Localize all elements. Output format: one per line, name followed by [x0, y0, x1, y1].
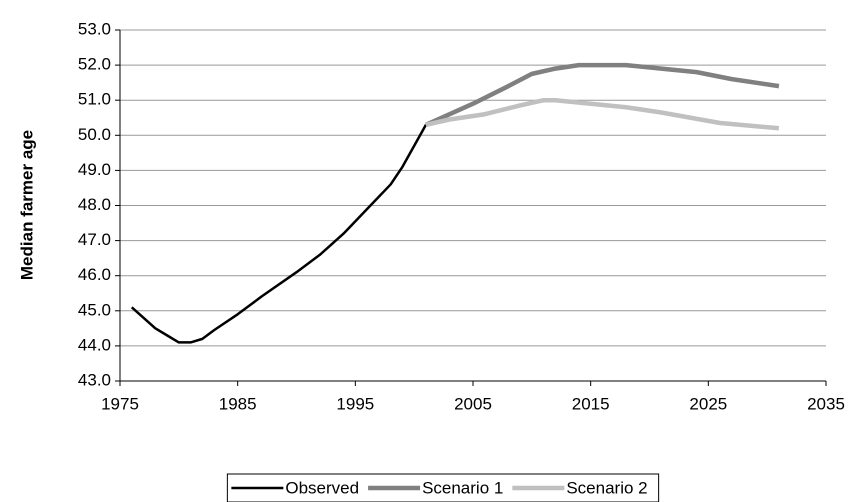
x-tick-label: 1975 — [101, 394, 139, 413]
y-tick-label: 46.0 — [78, 265, 111, 284]
y-tick-label: 44.0 — [78, 335, 111, 354]
y-tick-label: 47.0 — [78, 230, 111, 249]
x-tick-label: 2025 — [689, 394, 727, 413]
legend-label: Scenario 1 — [422, 478, 503, 497]
series-line — [425, 97, 780, 131]
y-axis-label: Median farmer age — [17, 130, 36, 280]
x-tick-label: 1985 — [219, 394, 257, 413]
y-tick-label: 49.0 — [78, 160, 111, 179]
x-tick-label: 2035 — [807, 394, 845, 413]
x-tick-label: 2015 — [572, 394, 610, 413]
series-line — [425, 62, 780, 127]
y-tick-label: 45.0 — [78, 300, 111, 319]
legend-label: Scenario 2 — [566, 478, 647, 497]
y-tick-label: 52.0 — [78, 55, 111, 74]
x-tick-label: 2005 — [454, 394, 492, 413]
y-tick-label: 48.0 — [78, 195, 111, 214]
y-tick-label: 53.0 — [78, 19, 111, 38]
series-line — [130, 124, 428, 344]
legend-box — [226, 473, 660, 502]
x-tick-label: 1995 — [336, 394, 374, 413]
y-tick-label: 50.0 — [78, 125, 111, 144]
legend-label: Observed — [285, 478, 359, 497]
y-tick-label: 51.0 — [78, 90, 111, 109]
y-tick-label: 43.0 — [78, 370, 111, 389]
